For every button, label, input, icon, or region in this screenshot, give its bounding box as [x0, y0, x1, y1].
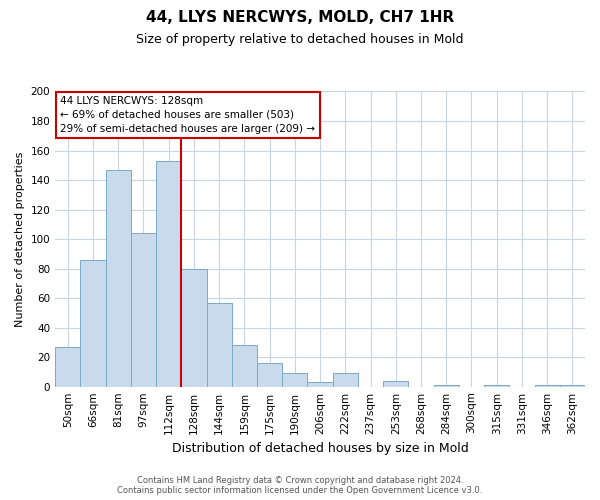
Bar	[383, 381, 409, 386]
Bar	[560, 385, 585, 386]
Bar	[131, 233, 156, 386]
Bar	[282, 374, 307, 386]
Bar	[434, 385, 459, 386]
Bar	[307, 382, 332, 386]
Y-axis label: Number of detached properties: Number of detached properties	[15, 152, 25, 327]
Bar	[206, 302, 232, 386]
X-axis label: Distribution of detached houses by size in Mold: Distribution of detached houses by size …	[172, 442, 469, 455]
Bar	[80, 260, 106, 386]
Bar	[232, 346, 257, 387]
Text: 44, LLYS NERCWYS, MOLD, CH7 1HR: 44, LLYS NERCWYS, MOLD, CH7 1HR	[146, 10, 454, 25]
Bar	[484, 385, 509, 386]
Bar	[535, 385, 560, 386]
Bar	[181, 268, 206, 386]
Text: Size of property relative to detached houses in Mold: Size of property relative to detached ho…	[136, 32, 464, 46]
Bar	[257, 363, 282, 386]
Bar	[332, 374, 358, 386]
Bar	[55, 347, 80, 387]
Bar	[106, 170, 131, 386]
Bar	[156, 161, 181, 386]
Text: Contains HM Land Registry data © Crown copyright and database right 2024.
Contai: Contains HM Land Registry data © Crown c…	[118, 476, 482, 495]
Text: 44 LLYS NERCWYS: 128sqm
← 69% of detached houses are smaller (503)
29% of semi-d: 44 LLYS NERCWYS: 128sqm ← 69% of detache…	[61, 96, 316, 134]
